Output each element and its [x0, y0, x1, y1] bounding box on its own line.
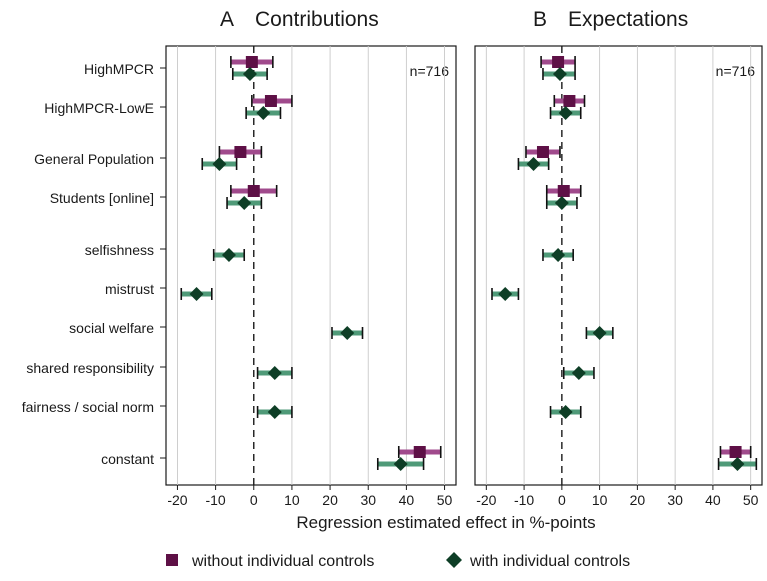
panel-a-tick-label--20: -20 [167, 492, 187, 508]
panel-a-with-constant-point [393, 457, 408, 471]
panel-b-with-highmpcr-point [552, 67, 567, 81]
panel-b-with-mistrust-point [498, 287, 513, 301]
y-label-highmpcr: HighMPCR [84, 61, 154, 77]
panel-b-tick-label-50: 50 [743, 492, 759, 508]
legend: without individual controls with individ… [166, 552, 630, 570]
panel-b-n-label: n=716 [716, 63, 756, 79]
y-label-social-welfare: social welfare [69, 320, 154, 336]
panel-a-tick-label-30: 30 [360, 492, 376, 508]
panel-b-without-students-online-point [557, 185, 570, 197]
panel-b-without-general-population-point [536, 146, 549, 158]
plot-layer: -20 -10 0 10 20 30 40 50 -20 -10 0 10 20 30 40 50 [160, 46, 759, 508]
panel-b-without-highmpcr-lowe-point [563, 95, 576, 107]
panel-b-tick-label--10: -10 [514, 492, 534, 508]
panel-a-with-students-online-point [237, 196, 252, 210]
panel-a-tick-label-50: 50 [437, 492, 453, 508]
panel-a-with-selfishness-point [221, 248, 236, 262]
y-label-students-online: Students [online] [50, 190, 154, 206]
panel-b-frame [474, 45, 763, 486]
panel-b-with-shared-responsibility-point [571, 366, 586, 380]
panel-a-without-general-population-point [234, 146, 247, 158]
panel-a-tick-label-40: 40 [399, 492, 415, 508]
panel-b-with-selfishness-point [551, 248, 566, 262]
y-label-highmpcr-lowe: HighMPCR-LowE [44, 100, 154, 116]
panel-a-letter: A [220, 8, 234, 31]
panel-a-tick-label-10: 10 [284, 492, 300, 508]
panel-a-title: Contributions [255, 8, 379, 31]
panel-a-tick-label--10: -10 [205, 492, 225, 508]
panel-b-with-general-population-point [526, 157, 541, 171]
y-label-shared-responsibility: shared responsibility [26, 360, 154, 376]
x-axis-title: Regression estimated effect in %-points [296, 513, 595, 532]
panel-b-tick-label-0: 0 [558, 492, 566, 508]
legend-label-without-controls: without individual controls [191, 553, 374, 570]
legend-marker-with-controls [446, 552, 462, 568]
y-label-mistrust: mistrust [105, 281, 154, 297]
panel-b-tick-label-40: 40 [705, 492, 721, 508]
panel-a-with-fairness-social-norm-point [267, 405, 282, 419]
legend-marker-without-controls [166, 554, 178, 566]
panel-a-with-highmpcr-lowe-point [256, 106, 271, 120]
panel-a-n-label: n=716 [410, 63, 450, 79]
y-label-general-population: General Population [34, 151, 154, 167]
panel-b-with-constant-point [730, 457, 745, 471]
panel-b-with-social-welfare-point [592, 326, 607, 340]
y-label-selfishness: selfishness [85, 242, 154, 258]
panel-a-with-general-population-point [212, 157, 227, 171]
panel-b-title: Expectations [568, 8, 688, 31]
y-label-fairness-social-norm: fairness / social norm [22, 399, 154, 415]
legend-label-with-controls: with individual controls [469, 553, 630, 570]
panel-b-tick-label-30: 30 [667, 492, 683, 508]
panel-b-tick-label-10: 10 [592, 492, 608, 508]
panel-a-with-highmpcr-point [242, 67, 257, 81]
panel-b-with-highmpcr-lowe-point [558, 106, 573, 120]
panel-a-without-constant-point [413, 446, 426, 458]
panel-a-without-highmpcr-lowe-point [264, 95, 277, 107]
panel-a-with-shared-responsibility-point [267, 366, 282, 380]
panel-b-with-students-online-point [554, 196, 569, 210]
panel-b-without-constant-point [729, 446, 742, 458]
panel-a-with-social-welfare-point [340, 326, 355, 340]
panel-a-tick-label-20: 20 [322, 492, 338, 508]
y-axis-labels: HighMPCR HighMPCR-LowE General Populatio… [22, 61, 154, 467]
panel-b-tick-label-20: 20 [630, 492, 646, 508]
panel-a-tick-label-0: 0 [250, 492, 258, 508]
panel-a-with-mistrust-point [189, 287, 204, 301]
panel-b-letter: B [533, 8, 547, 31]
panel-b-without-highmpcr-point [552, 56, 565, 68]
panel-a-without-highmpcr-point [245, 56, 258, 68]
y-label-constant: constant [101, 451, 154, 467]
panel-a-frame [165, 45, 457, 486]
panel-b-tick-label--20: -20 [476, 492, 496, 508]
panel-a-without-students-online-point [247, 185, 260, 197]
panel-b-with-fairness-social-norm-point [558, 405, 573, 419]
